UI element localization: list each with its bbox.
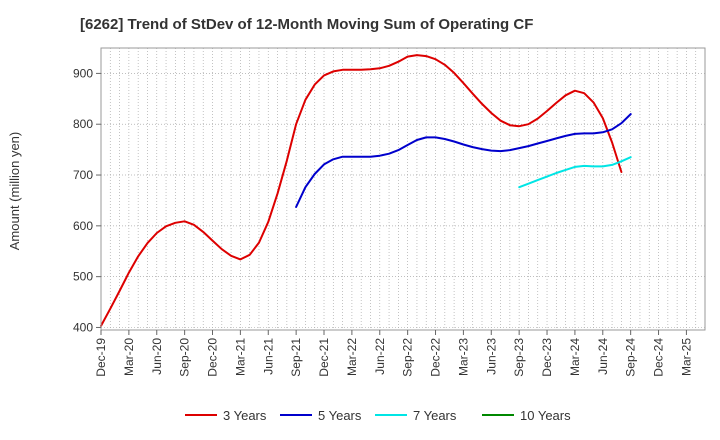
- plot-frame: [100, 47, 706, 331]
- legend-label: 10 Years: [520, 408, 571, 423]
- x-tick-label: Dec-24: [652, 338, 666, 377]
- x-tick-label: Mar-20: [122, 338, 136, 376]
- y-tick-label: 500: [73, 270, 93, 284]
- x-tick-label: Sep-21: [289, 338, 303, 377]
- y-tick-label: 900: [73, 66, 93, 80]
- chart-title: [6262] Trend of StDev of 12-Month Moving…: [80, 16, 533, 33]
- legend-item: 10 Years: [482, 408, 571, 423]
- series-line-2: [295, 113, 632, 208]
- x-tick-label: Jun-22: [373, 338, 387, 375]
- plot-area: [101, 48, 705, 330]
- x-tick-label: Mar-21: [233, 338, 247, 376]
- x-tick-label: Jun-24: [596, 338, 610, 375]
- x-tick-label: Dec-19: [94, 338, 108, 377]
- legend-label: 5 Years: [318, 408, 362, 423]
- x-tick-label: Sep-20: [178, 338, 192, 377]
- x-tick-label: Sep-24: [624, 338, 638, 377]
- legend-item: 3 Years: [185, 408, 267, 423]
- y-tick-label: 400: [73, 320, 93, 334]
- x-tick-label: Sep-23: [512, 338, 526, 377]
- y-tick-label: 700: [73, 168, 93, 182]
- series-line-3: [518, 156, 632, 189]
- x-tick-label: Sep-22: [401, 338, 415, 377]
- y-tick-label: 800: [73, 117, 93, 131]
- x-tick-label: Mar-23: [456, 338, 470, 376]
- grid: [100, 48, 706, 330]
- x-tick-label: Jun-20: [150, 338, 164, 375]
- legend-label: 3 Years: [223, 408, 267, 423]
- legend-item: 7 Years: [375, 408, 457, 423]
- x-tick-label: Dec-20: [206, 338, 220, 377]
- x-axis: Dec-19 Mar-20 Jun-20 Sep-20 Dec-20 Mar-21 Jun-…: [94, 330, 693, 377]
- y-axis-label: Amount (million yen): [7, 132, 22, 251]
- legend-label: 7 Years: [413, 408, 457, 423]
- x-tick-label: Mar-24: [568, 338, 582, 376]
- y-axis: 400 500 600 700 800 900: [73, 66, 101, 334]
- x-tick-label: Dec-23: [540, 338, 554, 377]
- y-tick-label: 600: [73, 219, 93, 233]
- series-line-1: [100, 54, 623, 327]
- x-tick-label: Jun-21: [261, 338, 275, 375]
- series-layer: [100, 54, 632, 327]
- legend: 3 Years 5 Years 7 Years 10 Years: [185, 408, 571, 423]
- x-tick-label: Mar-25: [679, 338, 693, 376]
- x-tick-label: Dec-22: [429, 338, 443, 377]
- legend-item: 5 Years: [280, 408, 362, 423]
- x-tick-label: Dec-21: [317, 338, 331, 377]
- x-tick-label: Mar-22: [345, 338, 359, 376]
- x-tick-label: Jun-23: [484, 338, 498, 375]
